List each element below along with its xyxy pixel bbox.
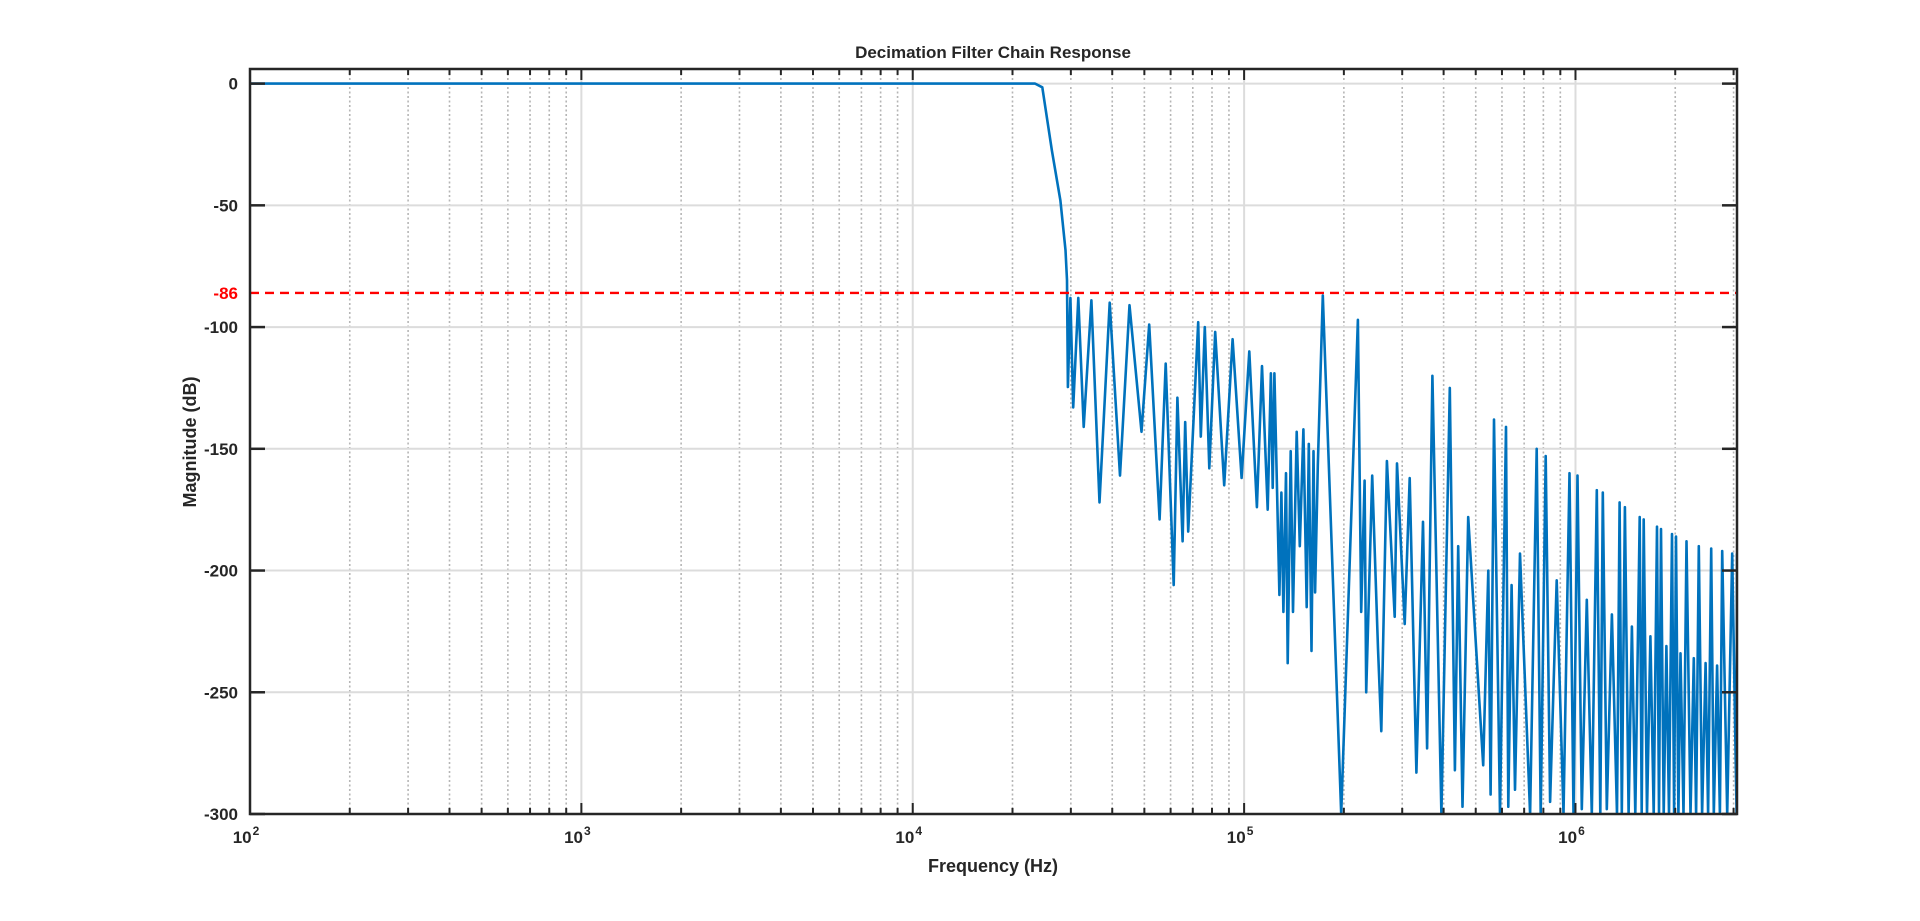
x-tick-exponent: 6 <box>1578 824 1585 838</box>
y-tick-label: 0 <box>229 75 238 94</box>
plot-area <box>250 82 1737 814</box>
chart-title: Decimation Filter Chain Response <box>855 43 1131 62</box>
y-tick-label: -300 <box>204 805 238 824</box>
y-tick-label: -100 <box>204 318 238 337</box>
x-tick-exponent: 4 <box>915 824 922 838</box>
y-tick-label: -150 <box>204 440 238 459</box>
x-tick-exponent: 5 <box>1247 824 1254 838</box>
y-tick-label: -50 <box>213 196 238 215</box>
x-tick-exponent: 2 <box>253 824 260 838</box>
y-tick-label: -200 <box>204 562 238 581</box>
x-tick-label: 106 <box>1558 824 1585 847</box>
x-tick-label: 102 <box>233 824 260 847</box>
response-trace <box>250 82 1737 814</box>
x-tick-label: 104 <box>895 824 922 847</box>
reference-line-label: -86 <box>213 284 238 303</box>
x-tick-label: 105 <box>1227 824 1254 847</box>
y-axis-label: Magnitude (dB) <box>180 377 200 508</box>
x-tick-label: 103 <box>564 824 591 847</box>
x-tick-exponent: 3 <box>584 824 591 838</box>
x-axis-label: Frequency (Hz) <box>928 856 1058 876</box>
axes-box <box>248 67 1739 816</box>
y-tick-label: -250 <box>204 683 238 702</box>
axes: 102 103 104 105 106 0 -50 -100 -150 -200 -250 -300 -… <box>204 67 1739 847</box>
